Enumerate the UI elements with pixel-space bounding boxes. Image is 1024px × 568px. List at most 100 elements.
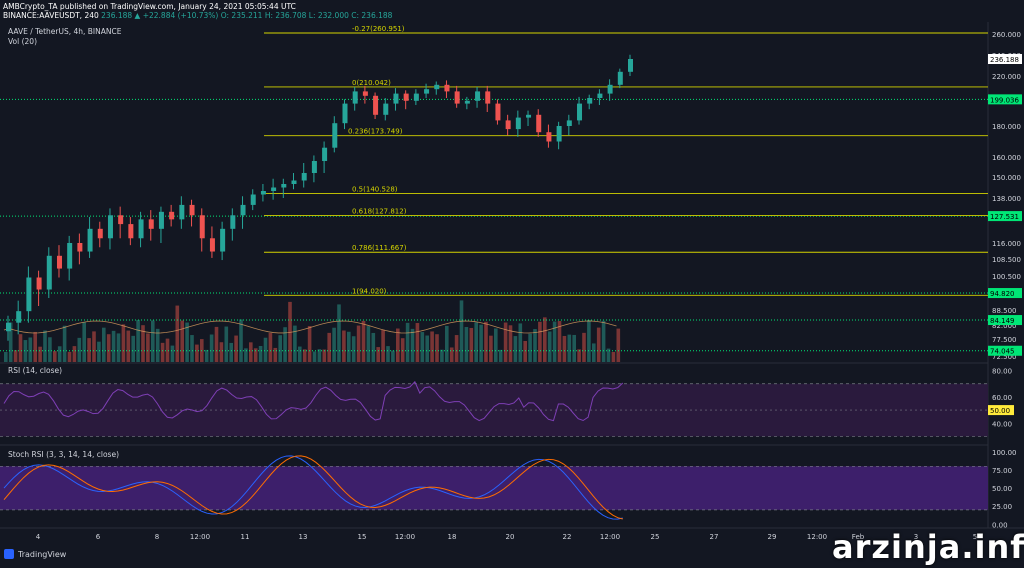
candle-body bbox=[46, 255, 52, 290]
volume-bar bbox=[244, 348, 248, 362]
volume-bar bbox=[106, 334, 111, 362]
volume-bar bbox=[204, 349, 209, 362]
candle-body bbox=[250, 194, 256, 205]
candle-body bbox=[220, 228, 226, 252]
volume-bar bbox=[62, 325, 67, 362]
volume-bar bbox=[278, 335, 282, 362]
time-tick-label: 13 bbox=[299, 533, 308, 541]
level-price-tag bbox=[988, 94, 1022, 105]
volume-bar bbox=[469, 327, 474, 362]
volume-bar bbox=[479, 324, 483, 362]
volume-bar bbox=[415, 323, 420, 362]
price-tick-label: 220.000 bbox=[992, 73, 1021, 81]
price-tick-label: 108.500 bbox=[992, 256, 1021, 264]
price-tick-label: 260.000 bbox=[992, 31, 1021, 39]
candle-body bbox=[587, 98, 593, 104]
fib-level-label: 0.786(111.667) bbox=[352, 244, 407, 252]
time-tick-label: 8 bbox=[155, 533, 159, 541]
fib-level-label: 0.618(127.812) bbox=[352, 208, 407, 216]
last-price-label: 236.188 bbox=[990, 56, 1019, 64]
volume-bar bbox=[249, 342, 253, 362]
volume-bar bbox=[298, 346, 302, 362]
candle-body bbox=[281, 184, 287, 188]
price-tick-label: 77.500 bbox=[992, 336, 1017, 344]
candle-body bbox=[332, 123, 338, 148]
candle-body bbox=[87, 228, 93, 252]
stoch-band bbox=[0, 466, 988, 510]
volume-bar bbox=[386, 346, 390, 362]
volume-bar bbox=[214, 326, 219, 362]
candle-body bbox=[434, 84, 440, 90]
price-tick-label: 180.000 bbox=[992, 123, 1021, 131]
time-tick-label: 12:00 bbox=[395, 533, 415, 541]
time-tick-label: 15 bbox=[358, 533, 367, 541]
candle-body bbox=[362, 91, 368, 96]
volume-bar bbox=[376, 347, 380, 362]
volume-bar bbox=[43, 330, 47, 362]
volume-bar bbox=[513, 336, 518, 362]
volume-bar bbox=[195, 344, 199, 362]
volume-bar bbox=[611, 351, 616, 362]
candle-body bbox=[322, 147, 328, 161]
volume-bar bbox=[596, 327, 601, 362]
candle-body bbox=[454, 91, 460, 104]
volume-bar bbox=[508, 325, 513, 362]
volume-bar bbox=[312, 351, 317, 362]
volume-bar bbox=[72, 346, 77, 362]
stoch-tick-label: 0.00 bbox=[992, 521, 1008, 529]
candle-body bbox=[118, 215, 124, 225]
price-tick-label: 138.000 bbox=[992, 195, 1021, 203]
last-price-tag bbox=[988, 54, 1022, 65]
rsi-tick-label: 40.00 bbox=[992, 420, 1012, 428]
candle-body bbox=[352, 91, 358, 104]
volume-bar bbox=[160, 342, 165, 362]
candle-body bbox=[393, 93, 399, 104]
price-tick-label: 88.500 bbox=[992, 307, 1017, 315]
candle-body bbox=[6, 322, 11, 332]
time-tick-label: 4 bbox=[36, 533, 41, 541]
volume-bar bbox=[253, 348, 258, 362]
volume-bar bbox=[440, 349, 444, 362]
rsi-band bbox=[0, 383, 988, 437]
candle-body bbox=[342, 103, 348, 124]
candle-body bbox=[536, 114, 542, 133]
candle-body bbox=[209, 238, 215, 252]
volume-bar bbox=[293, 325, 297, 362]
volume-bar bbox=[552, 321, 557, 362]
volume-bar bbox=[87, 338, 91, 362]
volume-bar bbox=[121, 324, 126, 362]
volume-bar bbox=[366, 326, 371, 362]
tradingview-logo[interactable]: TradingView bbox=[4, 549, 66, 559]
volume-bar bbox=[111, 330, 116, 362]
level-price-label: 74.045 bbox=[990, 348, 1015, 356]
volume-bar bbox=[302, 349, 307, 362]
rsi-label[interactable]: RSI (14, close) bbox=[8, 366, 63, 375]
candle-body bbox=[403, 93, 409, 101]
volume-bar bbox=[356, 325, 361, 362]
volume-bar bbox=[258, 345, 263, 362]
level-price-label: 94.820 bbox=[990, 290, 1015, 298]
candle-body bbox=[26, 277, 32, 312]
candle-body bbox=[566, 120, 572, 126]
volume-bar bbox=[18, 334, 23, 362]
volume-bar bbox=[449, 347, 454, 362]
time-tick-label: 11 bbox=[241, 533, 250, 541]
volume-bar bbox=[180, 320, 184, 362]
volume-bar bbox=[391, 350, 395, 362]
volume-bar bbox=[347, 331, 351, 362]
stoch-rsi-label[interactable]: Stoch RSI (3, 3, 14, 14, close) bbox=[8, 450, 119, 459]
candle-body bbox=[56, 255, 62, 269]
symbol-label[interactable]: AAVE / TetherUS, 4h, BINANCE bbox=[8, 27, 122, 36]
volume-bar bbox=[562, 335, 567, 362]
candle-body bbox=[373, 95, 379, 115]
volume-bar bbox=[420, 332, 425, 362]
candle-body bbox=[179, 204, 185, 220]
volume-label[interactable]: Vol (20) bbox=[8, 37, 38, 46]
candle-body bbox=[597, 93, 603, 98]
time-tick-label: 22 bbox=[563, 533, 572, 541]
volume-bar bbox=[57, 346, 62, 362]
volume-bar bbox=[587, 320, 591, 362]
fib-level-label: 0.5(140.528) bbox=[352, 186, 398, 194]
